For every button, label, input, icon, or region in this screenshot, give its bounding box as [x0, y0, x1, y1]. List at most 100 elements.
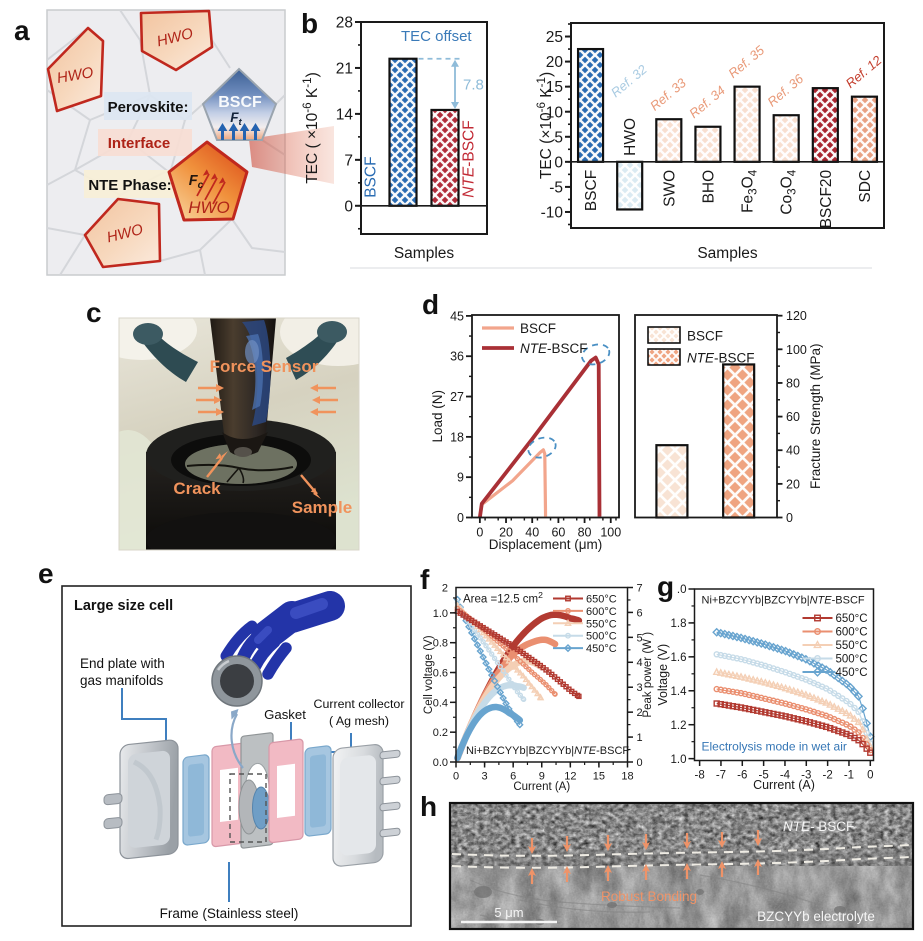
y-tick-label: 27 — [450, 390, 464, 404]
ellipse-shape — [474, 886, 492, 898]
tspan-shape: 7 — [637, 582, 643, 594]
ellipse-shape — [834, 906, 846, 914]
tspan-shape: BSCF — [520, 321, 556, 336]
end-plate-label-2: gas manifolds — [80, 673, 164, 688]
path-shape — [563, 643, 573, 653]
tspan-shape: BSCF — [583, 170, 600, 211]
ellipse-shape — [607, 902, 617, 908]
circle-shape — [486, 647, 492, 653]
chart-tec-comparison: -10 -5 0 5 10 15 20 25 Samples TEC (×10-6 K-1) BSC… — [535, 22, 885, 262]
ellipse-shape — [738, 825, 746, 831]
x-tick-label: 40 — [525, 526, 539, 540]
tspan-shape: 650°C — [586, 593, 617, 605]
tspan-shape: Ref. 35 — [725, 42, 767, 81]
tspan-shape: 3 — [786, 188, 799, 194]
path-shape — [485, 635, 493, 642]
rect-shape — [826, 724, 834, 732]
path-shape — [121, 688, 167, 748]
circle-shape — [509, 650, 515, 657]
path-shape — [537, 693, 545, 701]
rect-shape — [810, 720, 818, 727]
rect-shape — [229, 773, 267, 843]
tspan-shape: TEC offset — [401, 28, 472, 45]
path-shape — [215, 451, 228, 460]
iv-markers — [712, 627, 875, 742]
path-shape — [720, 669, 729, 677]
area-label: Area =12.5 cm2 — [463, 590, 543, 606]
rect-shape — [647, 326, 681, 344]
tspan-shape: BSCF — [687, 329, 723, 344]
frame-label: Frame (Stainless steel) — [160, 906, 299, 921]
tspan-shape: 25 — [546, 29, 563, 46]
path-shape — [822, 698, 831, 706]
path-shape — [754, 859, 762, 867]
circle-shape — [546, 684, 552, 691]
x-axis-label: Samples — [394, 245, 455, 262]
bar-name-label: BHO — [700, 170, 717, 204]
circle-shape — [509, 680, 515, 687]
legend-item: NTE-BSCF — [647, 348, 755, 366]
perovskite-band — [104, 92, 192, 120]
path-shape — [769, 680, 778, 688]
circle-shape — [770, 697, 777, 704]
circle-shape — [549, 687, 555, 694]
rect-shape — [839, 729, 846, 736]
fc-sub: c — [198, 180, 204, 191]
tspan-shape: -5 — [549, 179, 563, 196]
tspan-shape: 1.0 — [671, 754, 687, 766]
y-right-axis-label: Peak power (W ) — [642, 632, 654, 718]
rect-shape — [733, 703, 741, 711]
tspan-shape: Area =12.5 cm — [463, 594, 538, 606]
rect-shape — [806, 719, 814, 726]
path-shape — [502, 699, 510, 708]
path-shape — [528, 868, 536, 876]
circle-shape — [543, 682, 549, 688]
y-right-tick-label: 0 — [786, 511, 793, 525]
interface-dashed-top — [451, 844, 912, 857]
ellipse-shape — [815, 821, 825, 827]
bar-2 — [655, 118, 683, 163]
path-shape — [858, 725, 867, 733]
rect-shape — [379, 801, 401, 812]
path-shape — [212, 181, 226, 205]
circle-shape — [851, 704, 858, 712]
circle-shape — [737, 689, 745, 697]
x-tick-label: -2 — [823, 770, 833, 782]
path-shape — [833, 673, 843, 683]
path-shape — [226, 467, 245, 484]
circle-shape — [863, 741, 870, 748]
path-shape — [563, 844, 571, 852]
tspan-shape: -1 — [844, 770, 854, 782]
bar-4 — [733, 85, 761, 163]
y-right-tick-label: 120 — [786, 309, 807, 323]
rect-shape — [790, 715, 797, 722]
plot-frame — [570, 22, 885, 229]
path-shape — [781, 646, 791, 656]
ellipse-shape — [655, 817, 665, 823]
bar-name-label: BSCF — [583, 170, 600, 211]
circle-shape — [469, 623, 475, 629]
tspan-shape: 0.0 — [433, 757, 448, 769]
path-shape — [242, 320, 271, 426]
rect-shape — [741, 705, 749, 712]
panel-c-annotations: Force Sensor Crack Sample — [173, 357, 352, 517]
tspan-shape: 20 — [786, 477, 800, 491]
bar-name-label: NTE-BSCF — [461, 120, 478, 198]
bar-1 — [616, 160, 644, 211]
path-shape — [683, 863, 691, 871]
tspan-shape: Co — [779, 195, 796, 215]
tspan-shape: HWO — [622, 118, 639, 156]
circle-shape — [729, 654, 737, 661]
path-shape — [604, 843, 612, 851]
path-shape — [290, 598, 328, 619]
rect-shape — [778, 712, 785, 719]
ellipse-shape — [786, 809, 794, 815]
circle-shape — [725, 653, 733, 660]
force-sensor-label: Force Sensor — [210, 357, 319, 376]
tspan-shape: -BSCF — [461, 120, 478, 167]
bar-6 — [811, 87, 839, 163]
path-shape — [850, 687, 860, 697]
path-shape — [254, 626, 272, 644]
path-shape — [718, 861, 726, 869]
x-tick-label: -4 — [780, 770, 791, 782]
